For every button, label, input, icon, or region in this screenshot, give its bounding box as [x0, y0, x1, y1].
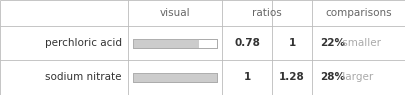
Bar — [133, 38, 216, 48]
Text: 1.28: 1.28 — [279, 72, 304, 82]
Text: 22%: 22% — [319, 38, 344, 48]
Text: visual: visual — [159, 8, 190, 18]
Text: 28%: 28% — [319, 72, 344, 82]
Bar — [133, 73, 216, 82]
Text: perchloric acid: perchloric acid — [45, 38, 122, 48]
Text: larger: larger — [338, 72, 372, 82]
Text: comparisons: comparisons — [325, 8, 391, 18]
Text: sodium nitrate: sodium nitrate — [45, 72, 122, 82]
Bar — [133, 38, 198, 48]
Text: smaller: smaller — [338, 38, 380, 48]
Text: 0.78: 0.78 — [234, 38, 259, 48]
Bar — [133, 73, 216, 82]
Text: 1: 1 — [288, 38, 295, 48]
Text: ratios: ratios — [252, 8, 281, 18]
Bar — [133, 73, 216, 82]
Bar — [133, 38, 216, 48]
Text: 1: 1 — [243, 72, 250, 82]
